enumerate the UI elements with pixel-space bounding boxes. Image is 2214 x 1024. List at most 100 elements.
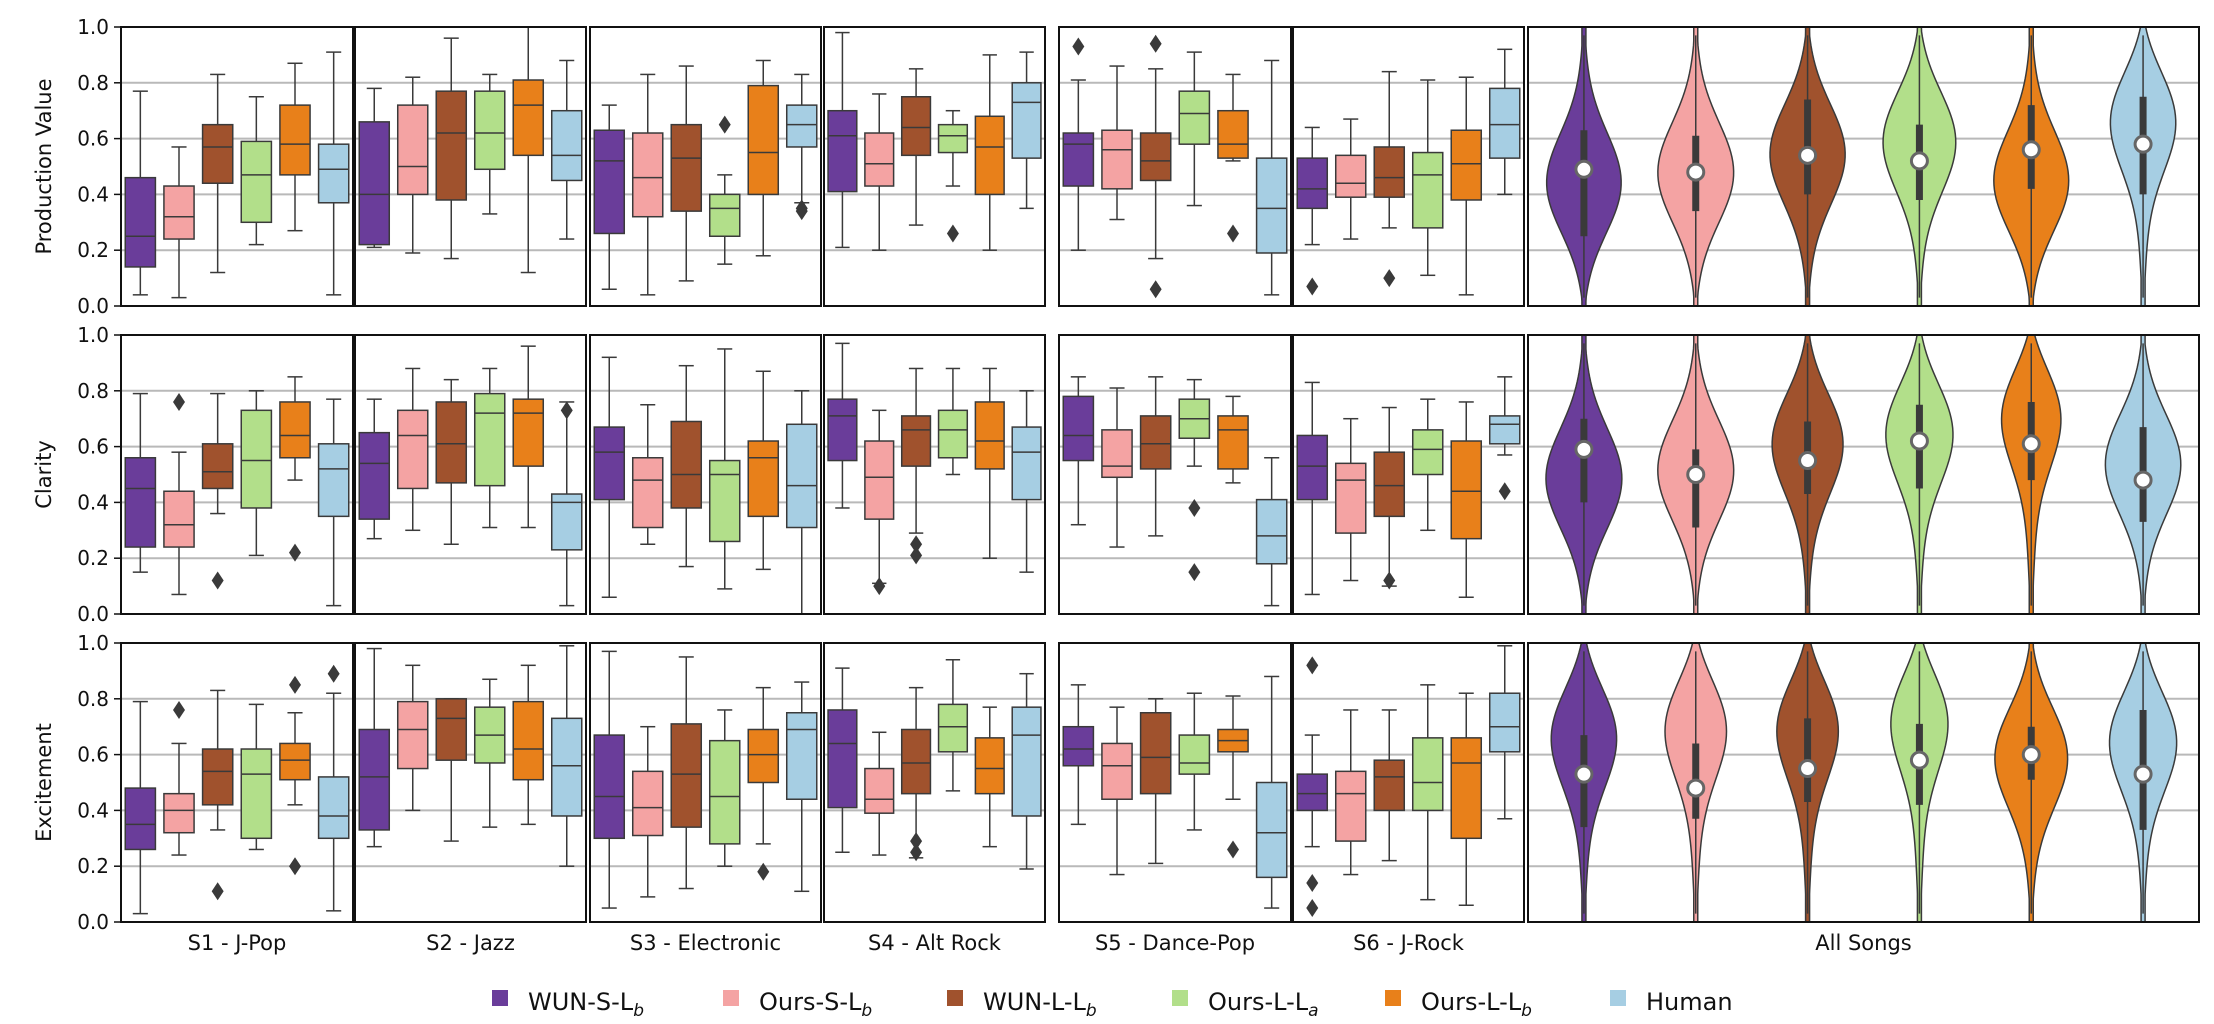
box [1255, 498, 1288, 565]
box [240, 140, 273, 224]
violin-median [1798, 759, 1818, 779]
y-tick-label: 0.0 [77, 294, 109, 318]
outlier-marker [1306, 277, 1319, 296]
box [358, 728, 391, 831]
box [974, 737, 1005, 795]
outlier-marker [910, 832, 923, 851]
box [358, 121, 391, 246]
box [512, 700, 545, 781]
box [473, 392, 506, 487]
y-tick-label: 1.0 [77, 323, 109, 347]
outlier-marker [1188, 498, 1201, 517]
box [1334, 770, 1367, 842]
box [900, 415, 932, 467]
panel-frame [1527, 26, 2200, 307]
box [670, 123, 703, 212]
outlier-marker [1306, 873, 1319, 892]
y-tick-label: 0.2 [77, 238, 109, 262]
box [1373, 451, 1406, 518]
outlier-marker [910, 843, 923, 862]
y-tick-label: 0.4 [77, 798, 109, 822]
outlier-marker [1149, 280, 1162, 299]
panel-frame [589, 26, 822, 307]
panel-frame [823, 26, 1046, 307]
plot-panels: 0.0 0.2 0.4 0.6 0.8 1.0 Production Value 0.0 0.2… [32, 15, 2200, 955]
y-tick-label: 0.6 [77, 743, 109, 767]
box [631, 457, 664, 529]
panel-frame [1527, 334, 2200, 615]
box [163, 792, 195, 834]
outlier-marker [1149, 34, 1162, 53]
x-category-label: S4 - Alt Rock [868, 931, 1002, 955]
panel-frame [1527, 642, 2200, 923]
outlier-marker [1072, 37, 1085, 56]
y-tick-label: 0.6 [77, 127, 109, 151]
violin-median [1798, 145, 1818, 165]
panel-frame [120, 334, 354, 615]
box [670, 420, 703, 509]
outlier-marker [1227, 224, 1239, 243]
box [1139, 132, 1172, 182]
violin-median [1909, 151, 1929, 171]
violin-median [1909, 431, 1929, 451]
legend: WUN-S-Lb Ours-S-Lb WUN-L-Lb Ours-L-La Ours-L… [492, 988, 1733, 1021]
x-category-label: S3 - Electronic [630, 931, 781, 955]
y-tick-label: 0.0 [77, 910, 109, 934]
panel-frame [1292, 26, 1525, 307]
box [163, 490, 195, 548]
box [1255, 157, 1288, 254]
legend-label: WUN-S-Lb [528, 988, 644, 1021]
outlier-marker [173, 700, 185, 719]
violin-median [1686, 778, 1706, 798]
panel-frame [1058, 26, 1292, 307]
box [747, 728, 780, 784]
box [1217, 109, 1249, 159]
legend-label: Ours-L-La [1208, 988, 1319, 1021]
y-tick-label: 0.8 [77, 71, 109, 95]
box [1450, 737, 1483, 840]
panel-frame [120, 26, 354, 307]
box [864, 440, 895, 520]
box [937, 123, 969, 154]
y-tick-label: 0.6 [77, 435, 109, 459]
box [240, 409, 273, 509]
panel-frame [1292, 642, 1525, 923]
box [317, 443, 350, 518]
box [1296, 157, 1329, 210]
box [1255, 781, 1288, 879]
box [670, 723, 703, 828]
outlier-marker [910, 535, 923, 554]
outlier-marker [946, 224, 959, 243]
violin-median [1574, 159, 1594, 179]
box [1011, 82, 1042, 159]
y-tick-label: 0.8 [77, 687, 109, 711]
box [124, 457, 157, 548]
box [1488, 415, 1521, 445]
box [1139, 712, 1172, 795]
box [358, 431, 391, 520]
box [1178, 734, 1211, 775]
box [708, 739, 741, 845]
box [1488, 87, 1521, 159]
y-tick-label: 0.0 [77, 602, 109, 626]
y-tick-label: 1.0 [77, 15, 109, 39]
x-category-label: All Songs [1815, 931, 1911, 955]
outlier-marker [327, 664, 340, 683]
legend-swatch [1172, 990, 1188, 1006]
panel-frame [1292, 334, 1525, 615]
violin-median [1686, 465, 1706, 484]
box [1334, 154, 1367, 198]
box [974, 401, 1005, 470]
box [1296, 434, 1329, 501]
box [279, 742, 311, 781]
box [1062, 395, 1095, 462]
violin-median [2021, 745, 2041, 765]
box [708, 459, 741, 543]
box [1373, 146, 1406, 198]
outlier-marker [289, 543, 301, 562]
y-axis-label: Excitement [32, 723, 56, 842]
box [435, 698, 468, 761]
violin-median [2133, 764, 2153, 784]
violin-median [2133, 134, 2153, 154]
